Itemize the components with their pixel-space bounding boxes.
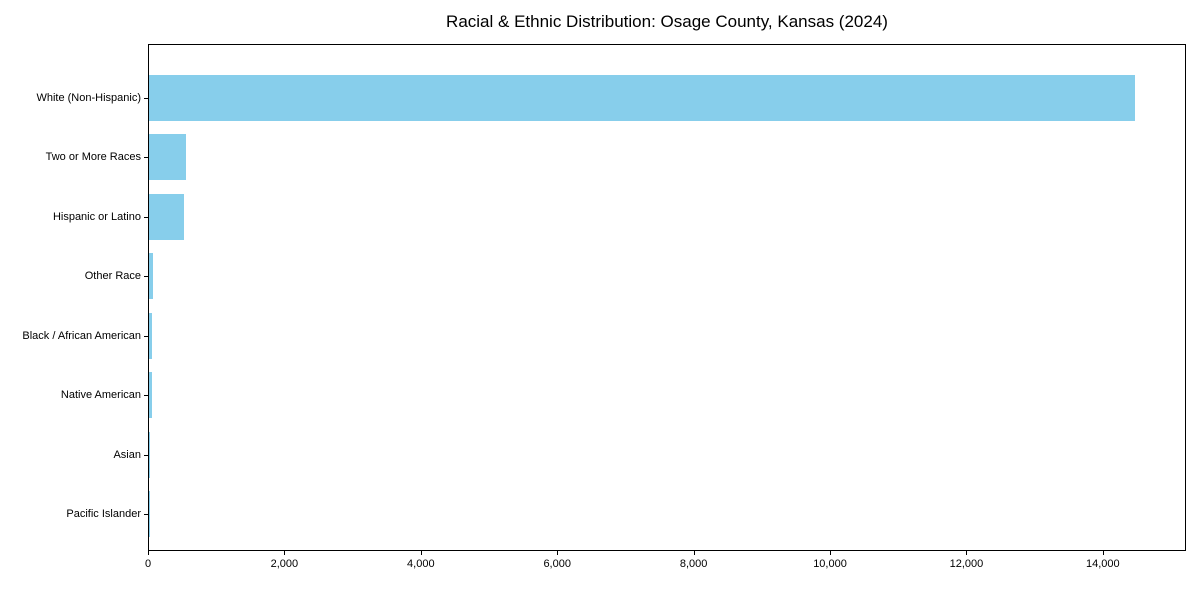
x-tick-label: 14,000	[1086, 558, 1120, 570]
y-tick-mark	[144, 157, 148, 158]
bar	[149, 253, 154, 300]
bar	[149, 193, 184, 240]
bar	[149, 134, 186, 181]
x-tick-mark	[694, 551, 695, 555]
bar	[149, 431, 151, 478]
y-axis-label: Hispanic or Latino	[52, 210, 141, 223]
x-tick-mark	[148, 551, 149, 555]
y-axis-label: White (Non-Hispanic)	[36, 91, 141, 104]
y-tick-mark	[144, 514, 148, 515]
y-tick-mark	[144, 336, 148, 337]
y-axis-label: Black / African American	[22, 329, 141, 342]
chart-title: Racial & Ethnic Distribution: Osage Coun…	[446, 12, 888, 31]
x-tick-label: 8,000	[679, 558, 708, 570]
x-tick-label: 0	[144, 558, 152, 570]
x-tick-mark	[1103, 551, 1104, 555]
y-axis-label: Other Race	[84, 270, 141, 283]
y-tick-mark	[144, 455, 148, 456]
x-tick-label: 12,000	[949, 558, 984, 570]
x-tick-label: 2,000	[270, 558, 299, 570]
x-tick-mark	[284, 551, 285, 555]
x-tick-mark	[421, 551, 422, 555]
y-tick-mark	[144, 217, 148, 218]
bar	[149, 74, 1136, 121]
x-tick-mark	[830, 551, 831, 555]
y-axis-label: Asian	[113, 448, 141, 461]
bar	[149, 372, 153, 419]
y-axis-label: Native American	[60, 389, 141, 402]
bar	[149, 312, 152, 359]
plot-area	[148, 44, 1186, 551]
y-tick-mark	[144, 276, 148, 277]
x-tick-mark	[966, 551, 967, 555]
y-tick-mark	[144, 395, 148, 396]
y-axis-label: Two or More Races	[45, 151, 141, 164]
x-tick-label: 10,000	[813, 558, 847, 570]
x-tick-mark	[557, 551, 558, 555]
y-axis-label: Pacific Islander	[66, 508, 141, 521]
x-tick-label: 4,000	[407, 558, 435, 570]
x-tick-label: 6,000	[543, 558, 571, 570]
y-tick-mark	[144, 98, 148, 99]
